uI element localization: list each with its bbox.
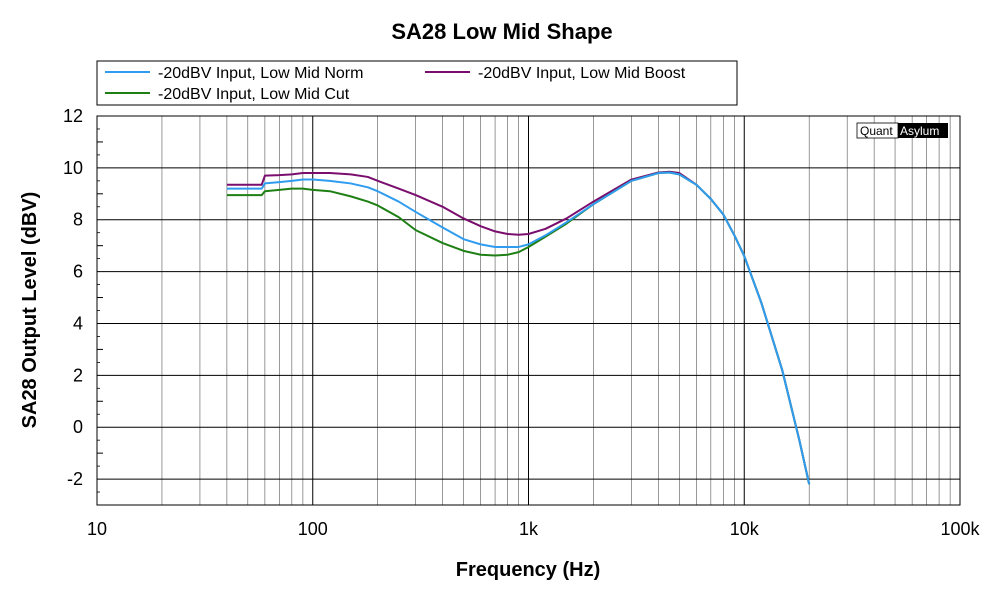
y-axis-label: SA28 Output Level (dBV) bbox=[19, 192, 41, 429]
y-tick-label: 8 bbox=[73, 210, 83, 230]
series-line-boost bbox=[226, 170, 811, 485]
y-tick-label: 4 bbox=[73, 313, 83, 333]
x-tick-label: 1k bbox=[519, 519, 539, 539]
y-tick-label: 6 bbox=[73, 262, 83, 282]
y-tick-label: 12 bbox=[63, 106, 83, 126]
logo-right-box bbox=[898, 123, 948, 138]
logo-left-text: Quant bbox=[860, 124, 893, 138]
legend-label-cut: -20dBV Input, Low Mid Cut bbox=[158, 86, 350, 103]
legend-box bbox=[96, 60, 738, 106]
series-line-norm bbox=[226, 171, 811, 485]
quantasylum-logo: Quant Asylum bbox=[856, 122, 948, 139]
legend-label-boost: -20dBV Input, Low Mid Boost bbox=[478, 65, 686, 82]
y-tick-label: 2 bbox=[73, 365, 83, 385]
x-tick-label: 10 bbox=[87, 519, 107, 539]
y-tick-label: 10 bbox=[63, 158, 83, 178]
y-tick-label: -2 bbox=[67, 469, 83, 489]
logo-right-text: Asylum bbox=[900, 124, 939, 138]
chart-title: SA28 Low Mid Shape bbox=[391, 19, 612, 44]
legend-label-norm: -20dBV Input, Low Mid Norm bbox=[158, 65, 363, 82]
series-group bbox=[226, 170, 811, 485]
legend: -20dBV Input, Low Mid Norm -20dBV Input,… bbox=[96, 60, 738, 106]
x-tick-label: 100k bbox=[940, 519, 980, 539]
grid bbox=[96, 115, 960, 506]
x-tick-label: 10k bbox=[730, 519, 760, 539]
x-axis-label: Frequency (Hz) bbox=[456, 559, 600, 581]
y-tick-label: 0 bbox=[73, 417, 83, 437]
plot-frame bbox=[96, 115, 961, 506]
x-tick-label: 100 bbox=[298, 519, 328, 539]
tick-labels: 12 10 8 6 4 2 0 -2 10 100 1k 10k 100k bbox=[63, 106, 981, 539]
